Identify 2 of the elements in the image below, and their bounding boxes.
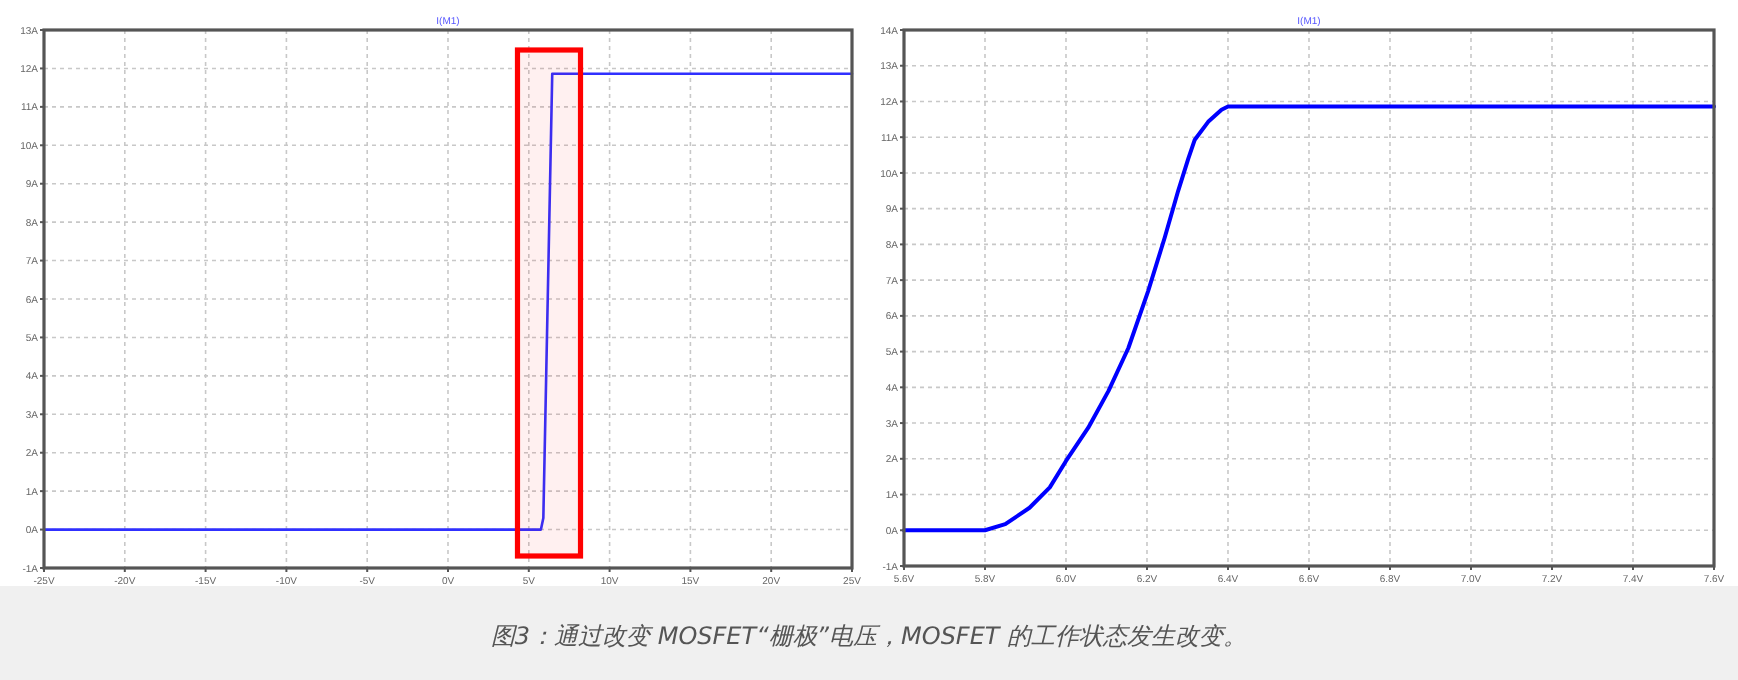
line-series (902, 104, 1716, 533)
caption: 图3：通过改变 MOSFET“栅极”电压，MOSFET 的工作状态发生改变。 (490, 622, 1248, 650)
